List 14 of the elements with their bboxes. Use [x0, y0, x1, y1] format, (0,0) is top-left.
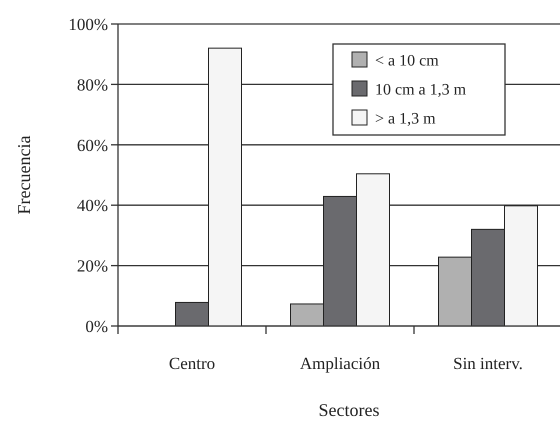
y-tick-label: 20% — [76, 256, 108, 276]
y-tick-label: 40% — [76, 196, 108, 216]
x-tick-label: Centro — [168, 354, 216, 373]
y-axis-title: Frecuencia — [14, 136, 34, 214]
x-axis-title: Sectores — [318, 400, 380, 420]
y-tick-label: 0% — [85, 316, 108, 336]
legend-label: 10 cm a 1,3 m — [375, 82, 467, 99]
x-tick-label: Sin interv. — [453, 354, 523, 373]
y-tick-label: 60% — [76, 136, 108, 155]
y-tick-label: 100% — [68, 14, 108, 34]
legend-label: < a 10 cm — [375, 52, 440, 70]
legend-label: > a 1,3 m — [375, 110, 436, 128]
x-tick-label: Ampliación — [300, 354, 381, 373]
y-tick-label: 80% — [76, 75, 108, 94]
